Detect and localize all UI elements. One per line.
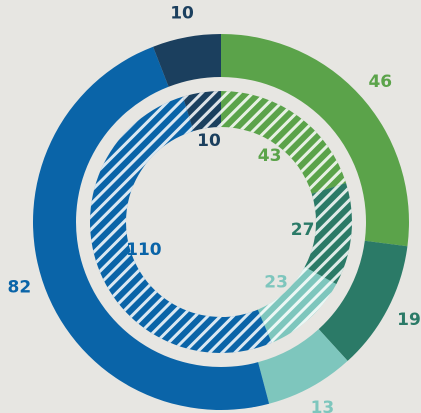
hatch-overlay bbox=[257, 267, 337, 343]
value-label: 27 bbox=[291, 220, 315, 240]
hatch-overlay bbox=[89, 96, 272, 354]
value-label: 19 bbox=[397, 310, 421, 330]
value-label: 10 bbox=[170, 4, 194, 24]
value-label: 23 bbox=[264, 273, 288, 293]
donut-segment bbox=[153, 34, 221, 87]
donut-segment bbox=[318, 240, 408, 361]
value-label: 10 bbox=[197, 131, 221, 151]
value-label: 110 bbox=[126, 240, 162, 260]
donut-segment bbox=[221, 34, 409, 247]
value-label: 46 bbox=[368, 72, 392, 92]
donut-segment bbox=[32, 46, 270, 411]
hatch-overlay bbox=[304, 182, 352, 285]
donut-segment bbox=[258, 329, 348, 404]
value-label: 43 bbox=[258, 146, 282, 166]
value-label: 13 bbox=[311, 398, 335, 413]
hatch-overlay bbox=[182, 91, 221, 132]
value-label: 82 bbox=[8, 278, 32, 298]
hatch-overlay bbox=[221, 91, 347, 194]
